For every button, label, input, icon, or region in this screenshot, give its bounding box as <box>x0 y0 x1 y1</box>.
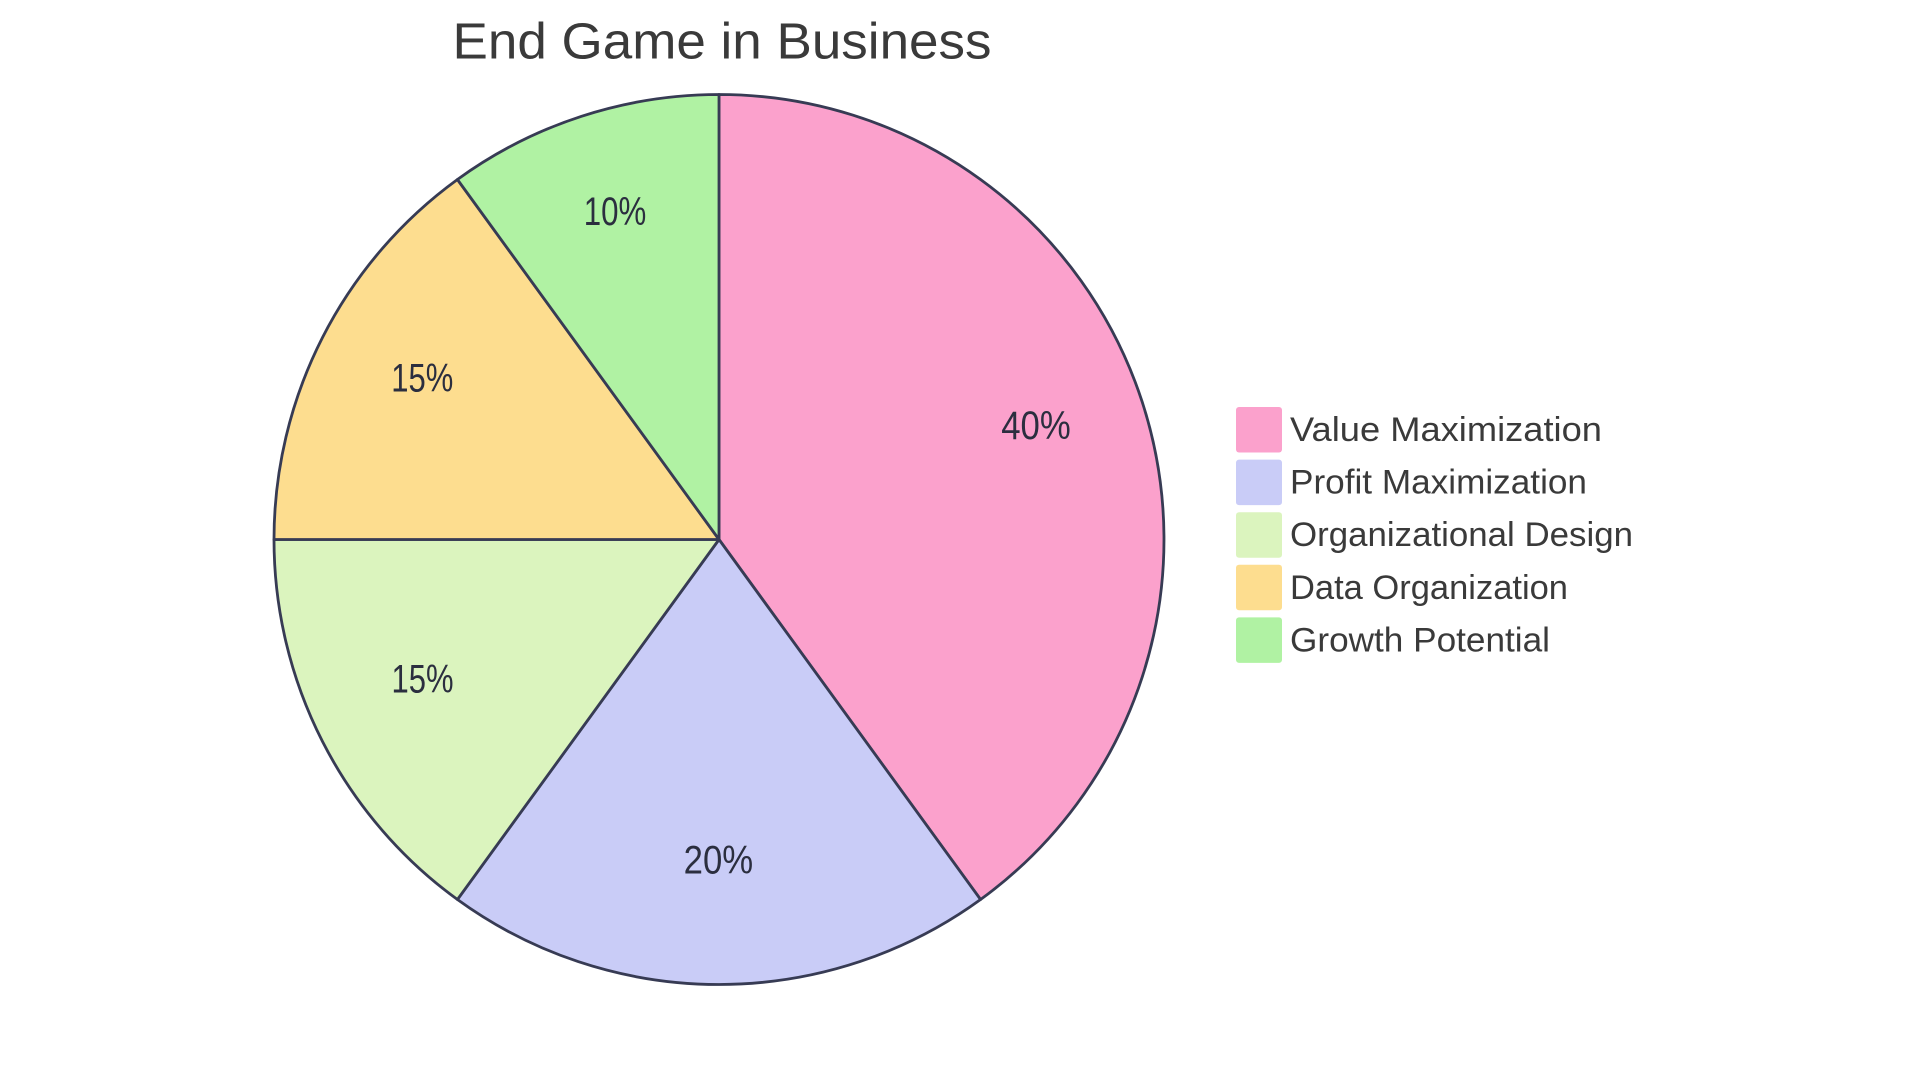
svg-text:Value Maximization: Value Maximization <box>1290 411 1602 449</box>
svg-text:15%: 15% <box>392 658 454 702</box>
svg-text:Data Organization: Data Organization <box>1290 569 1568 607</box>
svg-text:15%: 15% <box>391 356 453 400</box>
svg-text:10%: 10% <box>584 190 647 234</box>
svg-text:End Game in Business: End Game in Business <box>453 13 992 70</box>
svg-text:40%: 40% <box>1001 404 1071 448</box>
svg-text:20%: 20% <box>684 839 754 883</box>
svg-text:Organizational Design: Organizational Design <box>1290 516 1633 554</box>
svg-text:Growth Potential: Growth Potential <box>1290 621 1550 659</box>
svg-text:Profit Maximization: Profit Maximization <box>1290 464 1587 502</box>
